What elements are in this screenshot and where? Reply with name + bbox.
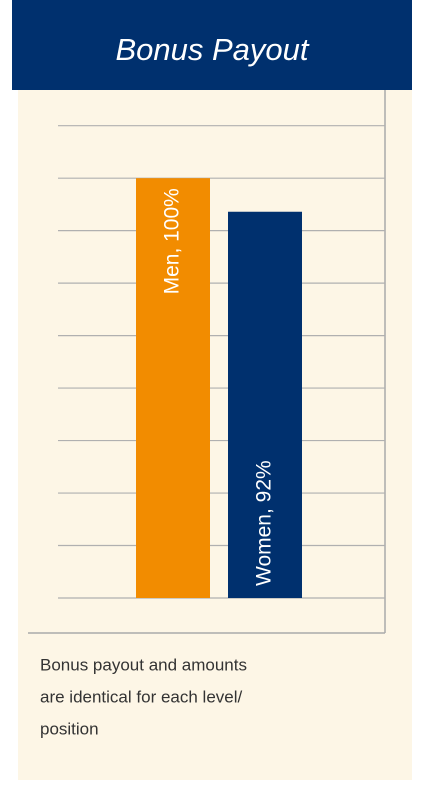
bar bbox=[136, 178, 210, 598]
data-label: Men, 100% bbox=[161, 188, 184, 294]
caption: are identical for each level/ bbox=[40, 687, 243, 706]
panel bbox=[18, 90, 412, 780]
data-label: Women, 92% bbox=[253, 460, 276, 586]
caption: Bonus payout and amounts bbox=[40, 655, 247, 674]
title-banner bbox=[12, 0, 412, 90]
chart-title: Bonus Payout bbox=[115, 32, 309, 67]
bar bbox=[228, 211, 302, 598]
caption: position bbox=[40, 719, 99, 738]
